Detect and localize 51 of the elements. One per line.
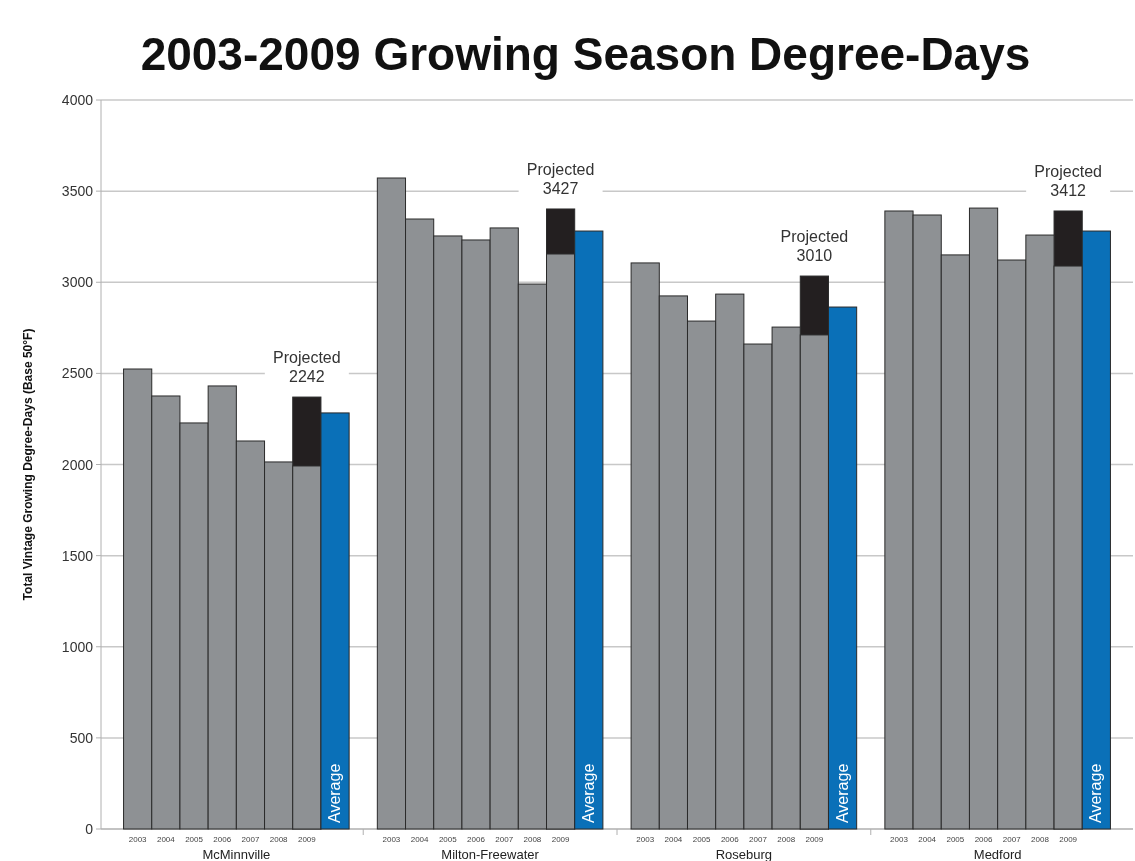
x-tick-label: 2007 — [241, 835, 260, 844]
y-tick-label: 0 — [85, 821, 94, 837]
text: Average — [833, 763, 851, 823]
x-tick-label: 2008 — [523, 835, 542, 844]
x-tick-label: 2005 — [438, 835, 458, 844]
x-tick-label: 2003 — [382, 835, 401, 844]
text: Medford — [973, 847, 1022, 861]
y-tick-label: 500 — [69, 729, 94, 746]
x-tick-label: 2008 — [269, 835, 289, 844]
x-tick-label: 2004 — [156, 835, 176, 844]
y-tick-label: 4000 — [61, 92, 94, 108]
x-tick-label: 2003 — [636, 835, 655, 844]
x-tick-label: 2006 — [720, 835, 740, 844]
series-label: Average — [579, 763, 597, 823]
x-tick-label: 2005 — [692, 835, 712, 844]
x-tick-label: 2009 — [1059, 835, 1078, 844]
x-tick-label: 2003 — [128, 835, 148, 844]
text: McMinnville — [202, 847, 271, 861]
x-tick-label: 2006 — [974, 835, 994, 844]
text: Average — [326, 763, 344, 823]
y-axis-title: Total Vintage Growing Degree-Days (Base 50°F) — [21, 328, 35, 601]
x-tick-label: 2005 — [946, 835, 965, 844]
x-tick-label: 2008 — [777, 835, 796, 844]
annotation: Projected 3412 — [1034, 162, 1102, 199]
annotation: Projected 2242 — [273, 349, 341, 386]
x-tick-label: 2007 — [1002, 835, 1022, 844]
y-tick-label: 1500 — [61, 547, 94, 564]
x-tick-label: 2004 — [918, 835, 937, 844]
x-tick-label: 2009 — [805, 835, 824, 844]
y-tick-label: 2500 — [61, 365, 94, 382]
y-tick-label: 2000 — [61, 456, 94, 473]
annotation: Projected 3427 — [526, 160, 595, 197]
chart-title: 2003-2009 Growing Season Degree-Days — [140, 28, 1031, 80]
x-tick-label: 2009 — [297, 835, 317, 844]
x-tick-label: 2007 — [749, 835, 768, 844]
text: Milton-Freewater — [441, 847, 540, 861]
y-tick-label: 3000 — [61, 274, 94, 291]
x-tick-label: 2005 — [185, 835, 204, 844]
text: Average — [1087, 763, 1105, 823]
text: Roseburg — [715, 847, 773, 861]
x-tick-label: 2007 — [495, 835, 514, 844]
x-tick-label: 2006 — [467, 835, 486, 844]
x-tick-label: 2006 — [213, 835, 232, 844]
x-tick-label: 2008 — [1031, 835, 1050, 844]
x-tick-label: 2009 — [551, 835, 571, 844]
y-tick-label: 1000 — [61, 638, 94, 655]
y-tick-label: 3500 — [61, 183, 94, 200]
x-tick-label: 2004 — [410, 835, 430, 844]
annotation: Projected 3010 — [780, 228, 849, 265]
x-tick-label: 2004 — [664, 835, 683, 844]
x-tick-label: 2003 — [890, 835, 909, 844]
